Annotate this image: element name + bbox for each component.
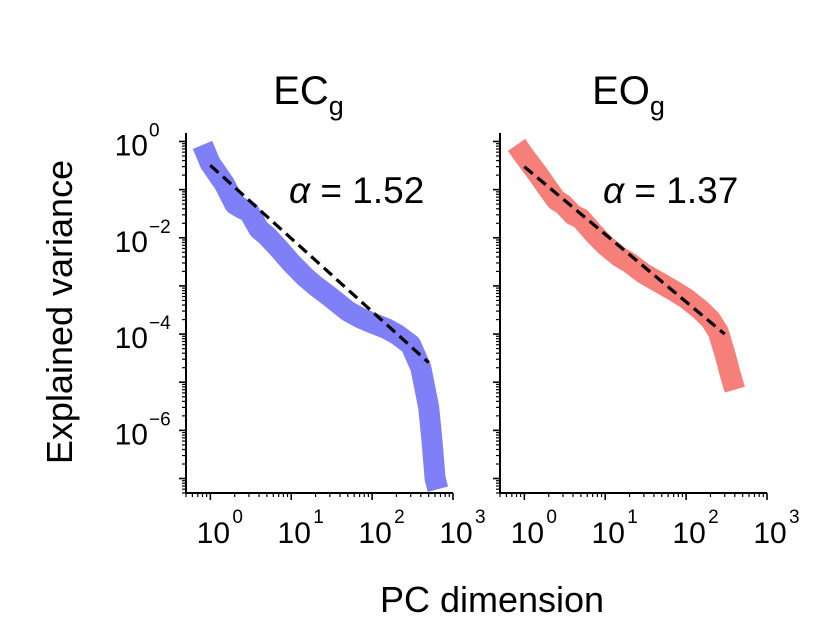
y-tick-exponent: −6	[149, 409, 171, 430]
x-tick-exponent: 3	[789, 507, 800, 528]
x-tick-label: 10	[753, 517, 786, 550]
x-tick-exponent: 0	[546, 507, 557, 528]
x-axis-label: PC dimension	[380, 579, 604, 620]
y-tick-label: 10	[115, 129, 148, 162]
x-tick-label: 10	[197, 517, 230, 550]
x-tick-exponent: 1	[313, 507, 324, 528]
x-tick-exponent: 0	[232, 507, 243, 528]
power-law-fit-line	[523, 165, 726, 336]
x-tick-label: 10	[592, 517, 625, 550]
y-tick-exponent: −4	[149, 313, 171, 334]
x-tick-exponent: 2	[394, 507, 405, 528]
spectrum-line	[192, 140, 449, 492]
x-tick-label: 10	[439, 517, 472, 550]
x-tick-exponent: 1	[627, 507, 638, 528]
x-tick-label: 10	[358, 517, 391, 550]
y-tick-label: 10	[115, 226, 148, 259]
x-tick-label: 10	[511, 517, 544, 550]
power-law-fit-line	[209, 164, 430, 364]
y-tick-label: 10	[115, 322, 148, 355]
y-tick-exponent: −2	[149, 217, 171, 238]
x-tick-label: 10	[278, 517, 311, 550]
y-axis-label: Explained variance	[39, 160, 80, 464]
x-tick-label: 10	[672, 517, 705, 550]
y-tick-label: 10	[115, 418, 148, 451]
x-tick-exponent: 3	[475, 507, 486, 528]
alpha-annotation: α = 1.37	[603, 170, 738, 211]
y-tick-exponent: 0	[149, 120, 160, 141]
x-tick-exponent: 2	[708, 507, 719, 528]
panel-title: ECg	[273, 69, 344, 121]
panel-title: EOg	[592, 69, 665, 121]
alpha-annotation: α = 1.52	[289, 170, 424, 211]
